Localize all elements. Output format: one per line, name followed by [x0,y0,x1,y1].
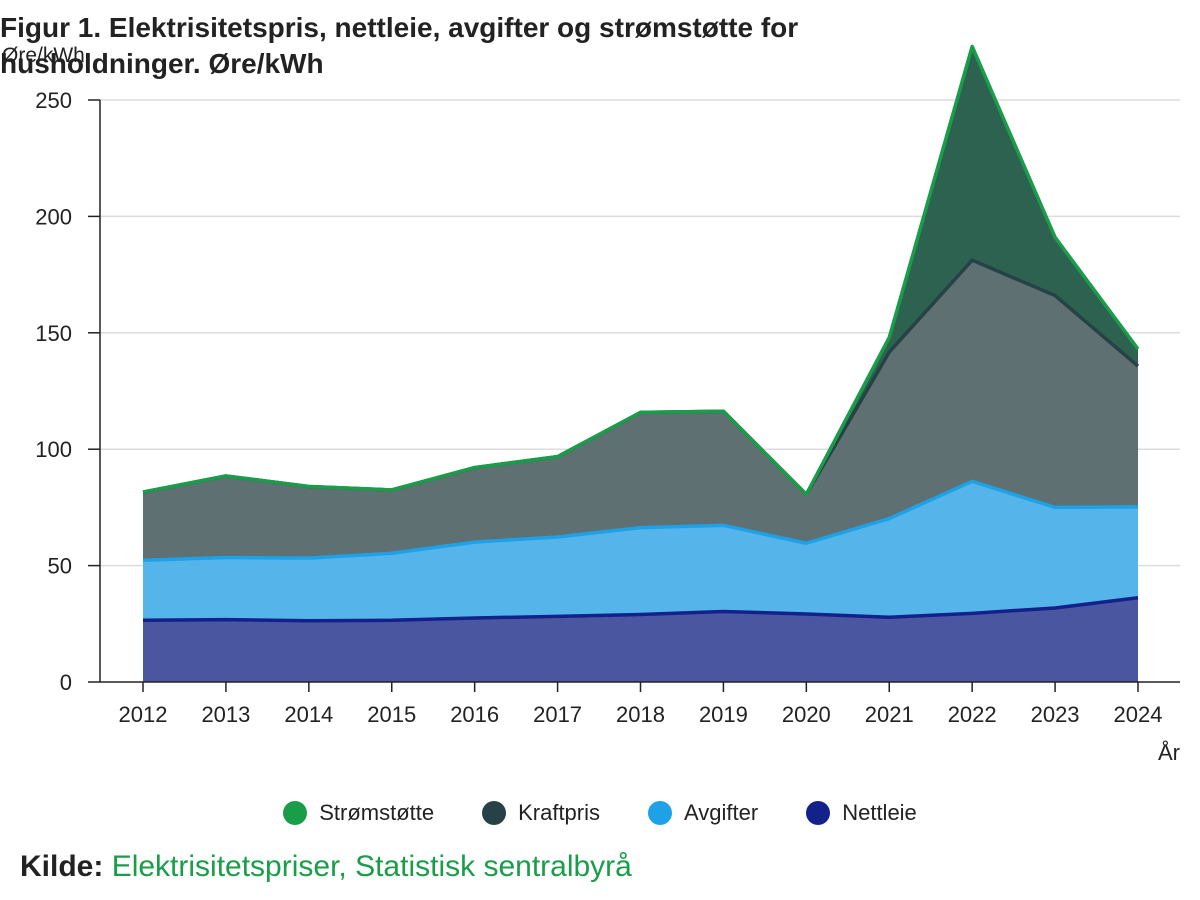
legend-label: Avgifter [684,800,759,825]
chart-title: Figur 1. Elektrisitetspris, nettleie, av… [0,12,799,79]
legend-item-strømstøtte[interactable]: Strømstøtte [283,800,434,826]
line-strømstøtte [142,44,1140,497]
chart-lines [142,44,1140,623]
y-tick-labels: 0 50 100 150 200 250 [35,88,72,695]
legend-label: Kraftpris [518,800,601,825]
x-tick-label: 2023 [1031,702,1080,727]
line-avgifter [142,479,1139,562]
y-axis-label: Øre/kWh [2,44,85,67]
chart: 0 50 100 150 200 250 2012 2013 2014 2015 2016 2017… [35,44,1180,765]
line-nettleie [142,595,1139,623]
area-avgifter [143,481,1138,621]
source-label: Kilde: [20,850,104,883]
legend-label: Strømstøtte [319,800,435,825]
y-tick-label: 200 [35,204,72,229]
legend-label: Nettleie [842,800,917,825]
legend-marker-icon [283,801,308,825]
area-kraftpris [143,260,1138,561]
x-tick-label: 2019 [699,702,748,727]
y-tick-label: 250 [35,88,72,113]
y-tick-label: 100 [35,437,72,462]
x-tick-label: 2016 [450,702,499,727]
source: Kilde: Elektrisitetspriser, Statistisk s… [20,850,632,884]
x-tick-label: 2021 [865,702,914,727]
chart-axes [99,100,1180,692]
x-tick-labels: 2012 2013 2014 2015 2016 2017 2018 2019 2020 2021… [119,702,1163,727]
area-strømstøtte [143,46,1138,495]
legend: Strømstøtte Kraftpris Avgifter Nettleie [0,800,1200,826]
source-link[interactable]: Elektrisitetspriser, Statistisk sentralb… [111,850,632,883]
y-tick-label: 150 [35,321,72,346]
x-tick-label: 2015 [367,702,416,727]
y-tick-label: 50 [48,554,72,579]
legend-marker-icon [806,801,831,825]
x-tick-label: 2017 [533,702,582,727]
x-axis-label: År [1158,740,1180,765]
x-tick-label: 2013 [201,702,250,727]
legend-item-nettleie[interactable]: Nettleie [806,800,917,826]
chart-areas [143,46,1138,682]
x-tick-label: 2018 [616,702,665,727]
legend-marker-icon [482,801,507,825]
x-tick-label: 2022 [948,702,997,727]
x-tick-label: 2014 [284,702,333,727]
x-tick-label: 2012 [119,702,168,727]
x-tick-label: 2024 [1114,702,1163,727]
legend-marker-icon [648,801,673,825]
x-tick-label: 2020 [782,702,831,727]
y-tick-label: 0 [60,670,72,695]
legend-item-avgifter[interactable]: Avgifter [648,800,758,826]
legend-item-kraftpris[interactable]: Kraftpris [482,800,600,826]
